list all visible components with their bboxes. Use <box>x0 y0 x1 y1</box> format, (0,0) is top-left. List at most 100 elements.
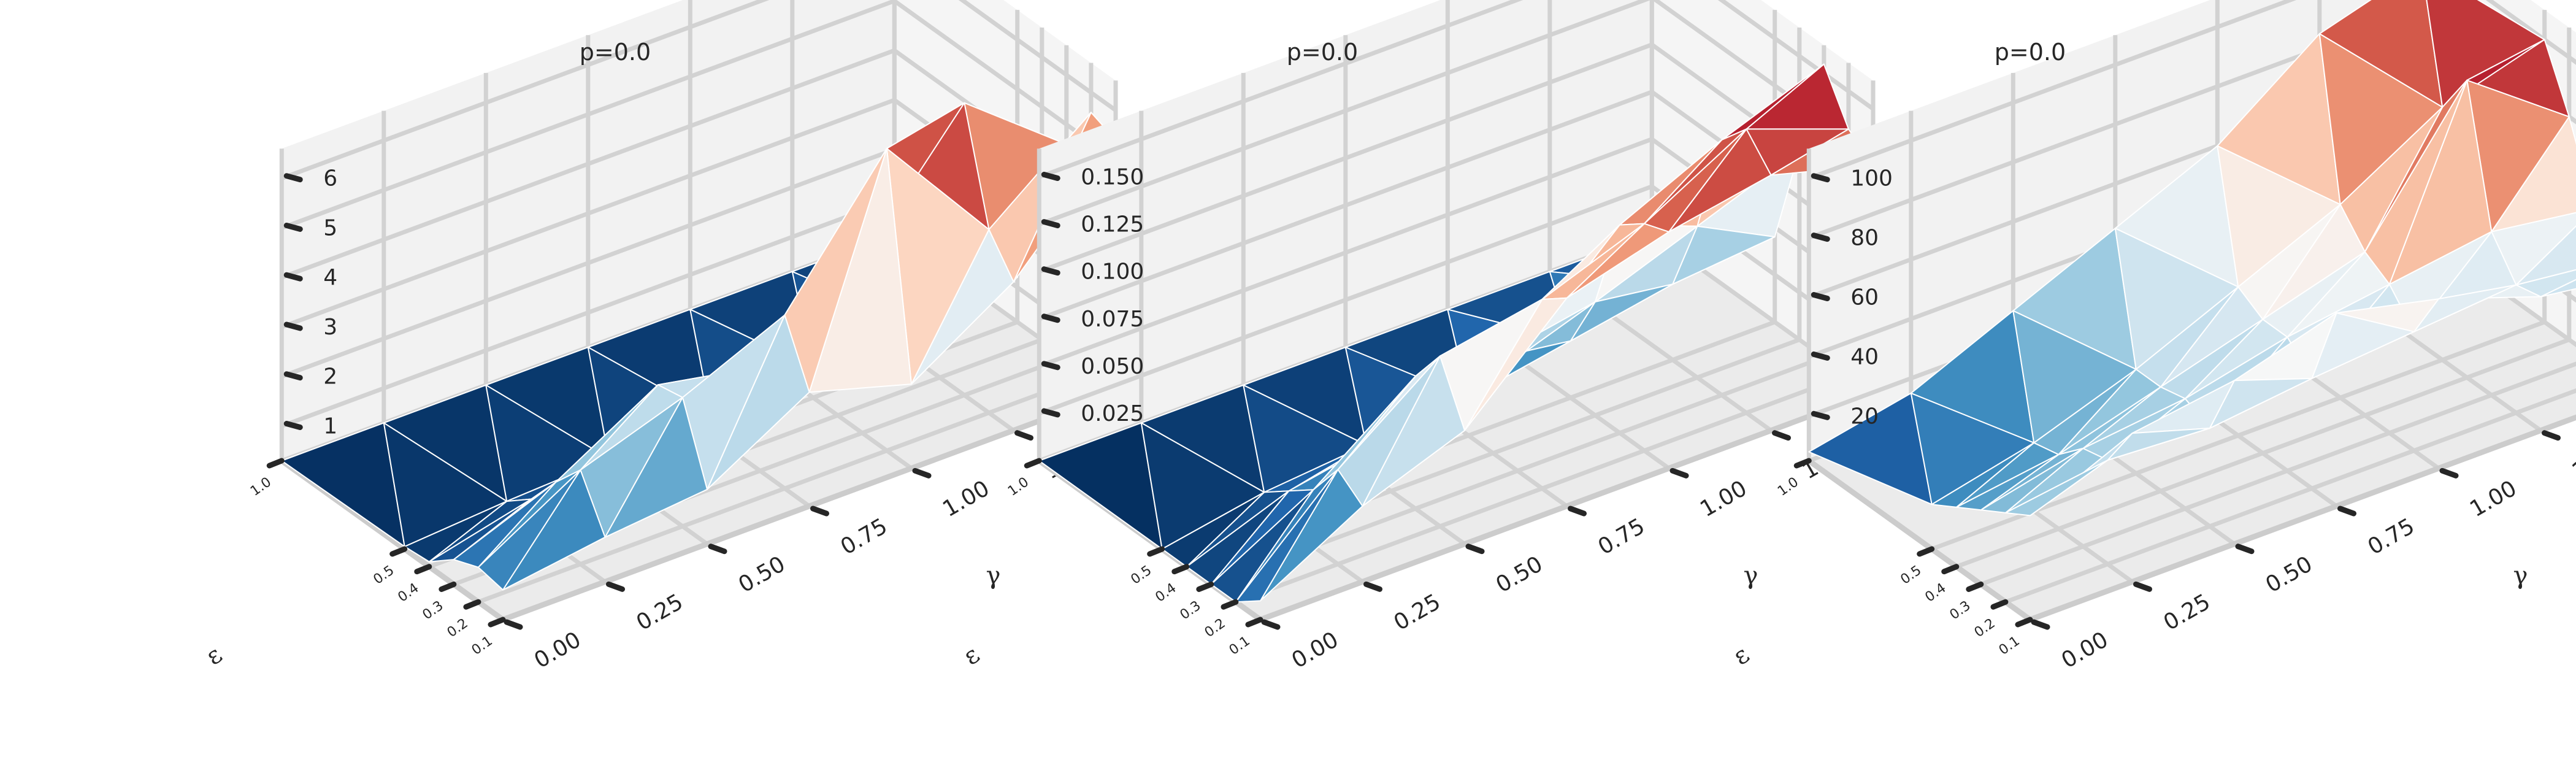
x-axis-line <box>1807 458 2032 622</box>
x-tick-label: 0.4 <box>1923 580 1949 606</box>
x-tick-label: 0.5 <box>370 563 397 588</box>
x-tick-label: 0.3 <box>1947 598 1974 623</box>
z-tick-label: 0.150 <box>1081 165 1144 190</box>
y-tick-label: 0.50 <box>1492 552 1547 598</box>
x-tick-mark <box>439 581 457 592</box>
x-tick-label: 0.3 <box>420 598 447 623</box>
surface-facet <box>2004 460 2109 517</box>
z-tick-mark <box>1041 361 1060 371</box>
x-tick-mark <box>1245 617 1263 628</box>
x-tick-label: 0.2 <box>1202 616 1229 641</box>
grid-line-z <box>1808 0 2576 180</box>
y-tick-mark <box>2542 430 2561 441</box>
z-tick-label: 0.100 <box>1081 260 1144 285</box>
x-tick-mark <box>266 458 285 469</box>
y-tick-label: 0.00 <box>530 627 585 674</box>
grid-line-z <box>1038 89 1875 321</box>
x-tick-label: 0.4 <box>396 580 422 606</box>
x-tick-mark <box>1171 564 1190 575</box>
z-tick-label: 20 <box>1850 404 1879 429</box>
y-axis-line <box>1259 390 1874 623</box>
y-tick-label: 0.50 <box>2261 552 2317 598</box>
y-tick-label: 0.50 <box>734 552 789 598</box>
x-tick-label: 0.3 <box>1178 598 1204 623</box>
y-tick-mark <box>1465 544 1485 555</box>
surface-facet <box>1235 469 1339 603</box>
surface-panel-1: p=0.00.10.20.30.40.51.0ε 0.000.250.500.75… <box>201 0 1198 674</box>
x-tick-mark <box>414 564 432 575</box>
surface-facet <box>1931 442 2035 508</box>
z-tick-label: 80 <box>1850 226 1879 251</box>
y-tick-mark <box>1669 467 1689 479</box>
z-tick-mark <box>1811 173 1830 183</box>
y-tick-mark <box>912 467 932 479</box>
surface-facet <box>1210 489 1314 603</box>
z-tick-mark <box>283 173 303 183</box>
y-tick-label: 0.75 <box>1594 513 1649 560</box>
y-tick-mark <box>606 581 625 592</box>
y-tick-label: 0.25 <box>632 590 688 636</box>
y-tick-label: 0.75 <box>2364 513 2419 560</box>
y-tick-label: 0.75 <box>837 513 892 560</box>
y-axis-label: γ <box>2513 562 2528 590</box>
surface-facet <box>428 498 532 563</box>
y-tick-label: 1.00 <box>2466 476 2521 523</box>
z-tick-mark <box>1041 219 1060 229</box>
y-tick-label: 0.25 <box>1390 590 1445 636</box>
y-tick-mark <box>1261 619 1281 630</box>
surface-facet <box>453 481 557 568</box>
x-tick-mark <box>463 599 481 610</box>
y-tick-label: 0.00 <box>1287 627 1343 674</box>
x-tick-mark <box>389 546 408 557</box>
y-tick-label: 1.00 <box>938 476 994 523</box>
y-tick-mark <box>1772 430 1791 441</box>
z-tick-label: 0.125 <box>1081 212 1144 237</box>
chart-title: p=0.0 <box>1287 39 1358 66</box>
y-tick-mark <box>1568 506 1587 517</box>
y-axis-label: γ <box>1743 562 1758 590</box>
y-axis-label: γ <box>986 562 1000 590</box>
y-tick-mark <box>2133 581 2152 592</box>
x-tick-label: 0.1 <box>469 633 496 658</box>
grid-line-z <box>1038 136 1875 369</box>
x-tick-mark <box>1221 599 1239 610</box>
z-tick-label: 3 <box>323 315 337 340</box>
x-tick-label: 0.1 <box>1996 633 2023 658</box>
x-tick-mark <box>1147 546 1165 557</box>
x-axis-line <box>280 458 505 622</box>
z-tick-label: 0.025 <box>1081 401 1144 426</box>
z-tick-label: 6 <box>323 166 337 191</box>
z-tick-label: 60 <box>1850 285 1879 310</box>
z-tick-mark <box>1041 172 1060 181</box>
x-tick-mark <box>1990 599 2009 610</box>
x-tick-label: 1.0 <box>1775 474 1801 499</box>
y-axis-line <box>502 390 1117 623</box>
z-tick-mark <box>283 272 303 282</box>
surface-facet <box>477 469 581 591</box>
x-tick-mark <box>2015 617 2033 628</box>
z-tick-mark <box>283 420 303 430</box>
y-tick-mark <box>2439 467 2459 479</box>
z-tick-mark <box>283 321 303 331</box>
y-tick-mark <box>2031 619 2050 630</box>
y-axis-line <box>2029 414 2576 623</box>
surface-facet <box>404 501 508 563</box>
y-tick-mark <box>708 544 727 555</box>
x-tick-label: 0.1 <box>1227 633 1253 658</box>
grid-line-z <box>1038 0 1875 179</box>
x-tick-label: 0.5 <box>1898 563 1924 588</box>
x-tick-label: 0.2 <box>1972 616 1998 641</box>
x-tick-label: 1.0 <box>1005 474 1032 499</box>
chart-title: p=0.0 <box>580 39 651 66</box>
x-tick-mark <box>488 617 506 628</box>
x-tick-mark <box>1917 546 1935 557</box>
z-tick-mark <box>1811 233 1830 242</box>
grid-line-z <box>281 0 1117 230</box>
x-tick-mark <box>1196 581 1214 592</box>
y-tick-mark <box>810 506 829 517</box>
x-axis-label: ε <box>1728 640 1754 671</box>
z-tick-mark <box>1041 266 1060 276</box>
grid-line-z <box>1038 183 1875 416</box>
x-axis-label: ε <box>201 640 227 671</box>
